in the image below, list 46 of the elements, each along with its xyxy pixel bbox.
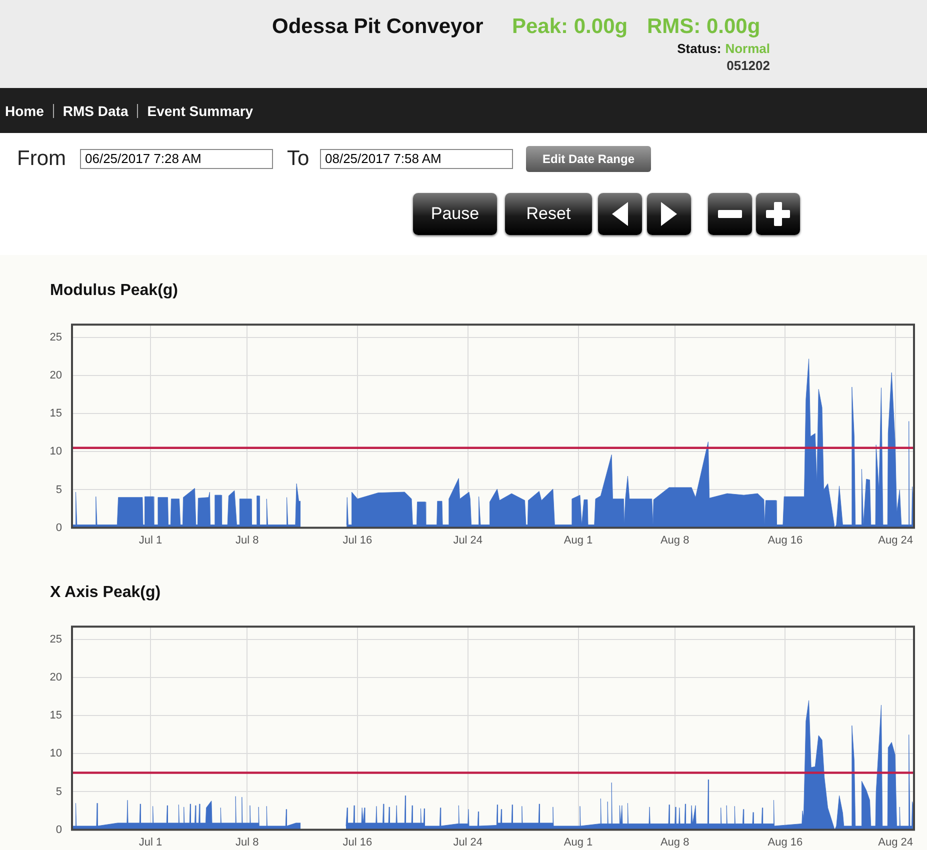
x-tick-label: Jul 8 [235,534,259,546]
y-tick-label: 20 [50,370,62,382]
y-tick-label: 25 [50,634,62,646]
y-tick-label: 10 [50,748,62,760]
text: Reset [505,193,592,235]
text: 051202 [726,58,770,73]
y-tick-label: 15 [50,710,62,722]
x-tick-label: Jul 1 [138,836,162,848]
x-tick-label: Jul 16 [342,836,372,848]
text: Odessa Pit Conveyor [272,15,484,39]
x-tick-label: Aug 24 [878,836,914,848]
text: RMS: 0.00g [647,15,760,39]
x-tick-label: Aug 16 [768,534,803,546]
text: RMS Data [62,102,128,118]
y-tick-label: 15 [50,408,62,420]
x-tick-label: Aug 8 [660,534,690,546]
text: Peak: 0.00g [512,15,628,39]
date-field: 08/25/2017 7:58 AM [320,149,513,169]
chart-title: Modulus Peak(g) [49,282,180,301]
x-tick-label: Jul 16 [342,534,372,546]
text: To [287,147,310,171]
y-tick-label: 25 [50,332,62,344]
y-tick-label: 0 [56,824,62,836]
text: Status: [677,41,722,56]
y-tick-label: 5 [56,786,62,798]
text: Event Summary [147,102,254,118]
x-tick-label: Aug 1 [564,534,593,546]
x-tick-label: Aug 24 [878,534,914,546]
x-tick-label: Aug 16 [768,836,803,848]
x-tick-label: Jul 8 [235,836,259,848]
x-tick-label: Jul 1 [138,534,162,546]
text: Normal [725,41,770,56]
x-tick-label: Jul 24 [453,534,483,546]
x-tick-label: Aug 1 [564,836,593,848]
date-field: 06/25/2017 7:28 AM [80,149,273,169]
y-tick-label: 5 [56,484,62,496]
text: Home [5,102,44,118]
y-tick-label: 10 [50,446,62,458]
text: Pause [413,193,497,235]
y-tick-label: 20 [50,672,62,684]
x-tick-label: Aug 8 [660,836,690,848]
text: From [17,147,66,171]
y-tick-label: 0 [56,522,62,534]
chart-title: X Axis Peak(g) [49,584,162,603]
text: Edit Date Range [526,146,651,172]
x-tick-label: Jul 24 [453,836,483,848]
